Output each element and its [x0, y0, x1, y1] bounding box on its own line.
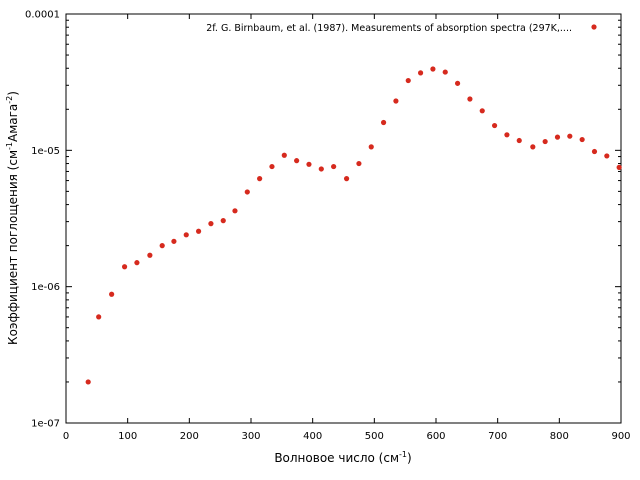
data-point	[430, 66, 436, 72]
data-point	[96, 314, 102, 320]
data-point	[318, 166, 324, 172]
data-point	[405, 77, 411, 84]
x-tick-label: 300	[241, 431, 260, 442]
data-point	[567, 133, 573, 139]
legend-label: 2f. G. Birnbaum, et al. (1987). Measurem…	[206, 23, 572, 34]
data-point	[171, 238, 177, 244]
data-point	[516, 137, 522, 144]
data-point	[467, 96, 473, 102]
x-tick-label: 900	[611, 431, 630, 442]
data-point	[393, 98, 399, 104]
x-tick-label: 800	[550, 431, 569, 442]
y-tick-label: 1e-07	[31, 419, 60, 430]
data-point	[244, 189, 250, 195]
x-tick-label: 700	[488, 431, 507, 442]
data-point	[591, 148, 598, 155]
legend-marker	[591, 24, 597, 30]
data-point	[504, 132, 510, 138]
data-point	[183, 232, 189, 238]
y-tick-label: 1e-05	[31, 146, 60, 157]
data-point	[306, 161, 312, 167]
data-point	[331, 163, 337, 170]
data-point	[604, 153, 610, 159]
data-point	[294, 158, 300, 164]
data-point	[579, 136, 585, 143]
x-tick-label: 0	[63, 431, 69, 442]
data-point	[417, 70, 424, 76]
data-point	[491, 122, 498, 129]
data-point	[380, 119, 387, 126]
data-point	[343, 176, 350, 182]
data-point	[368, 144, 374, 150]
data-point	[616, 164, 622, 170]
x-axis: 0 100 200 300 400 500 600 700 800 900	[63, 14, 631, 442]
legend: 2f. G. Birnbaum, et al. (1987). Measurem…	[206, 23, 597, 34]
y-axis-title: Коэффициент поглощения (см-1Амага-2)	[5, 91, 20, 345]
data-point	[121, 264, 128, 270]
data-point	[147, 252, 153, 258]
data-point	[85, 379, 91, 385]
x-tick-label: 400	[303, 431, 322, 442]
x-axis-title: Волновое число (см-1)	[274, 450, 411, 465]
x-tick-label: 600	[426, 431, 445, 442]
y-tick-label: 0.0001	[25, 10, 60, 21]
data-point	[542, 138, 548, 145]
data-point	[134, 260, 140, 266]
data-point	[257, 176, 263, 182]
plot-frame	[65, 13, 622, 424]
data-point	[269, 163, 275, 170]
data-point	[109, 291, 115, 297]
data-point	[159, 243, 165, 249]
y-tick-label: 1e-06	[31, 282, 60, 293]
data-point	[530, 144, 536, 150]
data-point	[220, 218, 226, 224]
x-tick-label: 100	[118, 431, 137, 442]
y-axis: 1e-07 1e-06 1e-05 0.0001	[25, 10, 621, 430]
data-point	[454, 80, 461, 86]
data-point	[554, 134, 561, 140]
data-point	[195, 228, 202, 234]
data-point	[479, 108, 485, 114]
data-point	[356, 160, 362, 167]
data-point	[208, 221, 214, 227]
x-tick-label: 200	[180, 431, 199, 442]
data-point	[442, 69, 448, 75]
data-point	[281, 152, 287, 158]
data-point	[232, 208, 238, 214]
x-tick-label: 500	[365, 431, 384, 442]
data-points	[85, 66, 622, 385]
